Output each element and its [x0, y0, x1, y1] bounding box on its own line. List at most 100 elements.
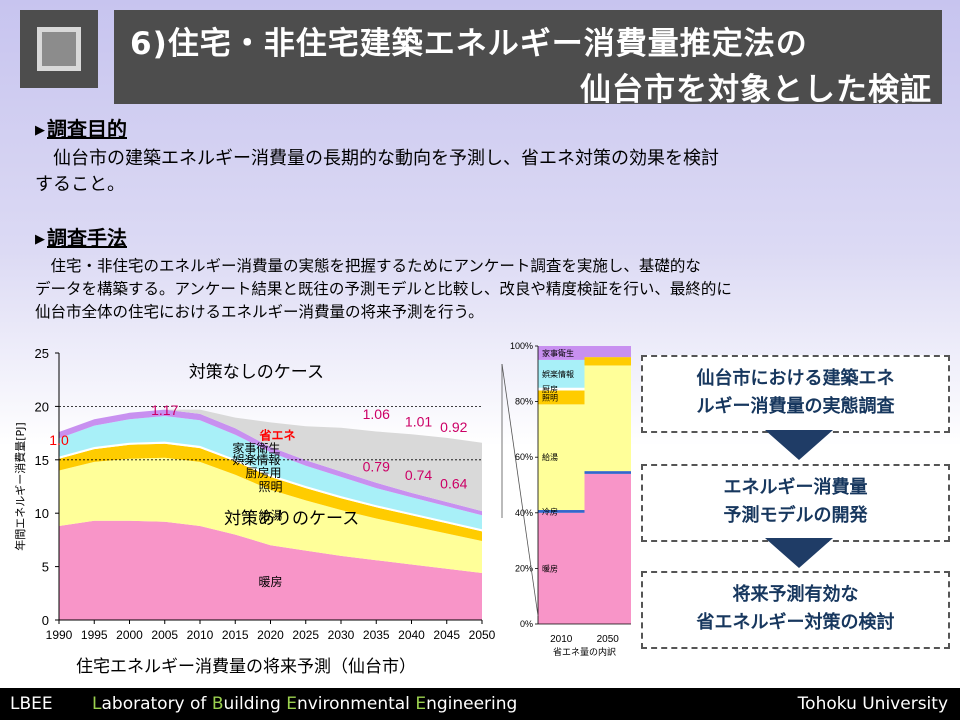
- footer-lab-name: Laboratory of Building Environmental Eng…: [92, 694, 518, 714]
- area-series-5: [59, 409, 482, 516]
- flow-box-model: エネルギー消費量 予測モデルの開発: [641, 464, 950, 542]
- index-label: 1.06: [363, 406, 390, 422]
- side-segment-label: 給湯: [542, 452, 558, 462]
- index-label: 0.64: [440, 476, 467, 492]
- title-bar: 6)住宅・非住宅建築エネルギー消費量推定法の 仙台市を対象とした検証: [114, 10, 942, 108]
- flow-arrow-down-icon: [765, 430, 833, 460]
- flow-box-survey-line-2: ルギー消費量の実態調査: [696, 396, 895, 417]
- x-tick-label: 2025: [292, 628, 319, 642]
- side-segment-label: 冷房: [542, 506, 558, 516]
- method-line-1: 住宅・非住宅のエネルギー消費量の実態を把握するためにアンケート調査を実施し、基礎…: [35, 257, 701, 275]
- title-line-1: 6)住宅・非住宅建築エネルギー消費量推定法の: [130, 26, 808, 62]
- side-connector-line: [501, 363, 539, 617]
- chart-annotation: 省エネ: [259, 428, 296, 443]
- side-bar-2050-6: [584, 346, 631, 358]
- purpose-line-1: 仙台市の建築エネルギー消費量の長期的な動向を予測し、省エネ対策の効果を検討: [35, 148, 719, 169]
- x-tick-label: 2005: [151, 628, 178, 642]
- side-y-tick-label: 100%: [510, 341, 533, 351]
- x-tick-label: 2020: [257, 628, 284, 642]
- side-y-tick-label: 60%: [515, 452, 533, 462]
- x-tick-label: 1995: [81, 628, 108, 642]
- side-segment-label: 家事衛生: [542, 348, 574, 358]
- index-label: 0.92: [440, 419, 467, 435]
- triangle-bullet-icon: ▶: [35, 232, 45, 247]
- flow-box-measures-line-2: 省エネルギー対策の検討: [696, 612, 895, 633]
- index-label: 0.79: [363, 459, 390, 475]
- section-purpose-heading: ▶ 調査目的: [35, 113, 127, 142]
- side-x-tick-label: 2050: [597, 634, 620, 645]
- section-method-heading: ▶ 調査手法: [35, 222, 127, 251]
- side-bar-2050-2: [584, 365, 631, 472]
- flow-box-measures-line-1: 将来予測有効な: [732, 584, 859, 605]
- purpose-line-2: すること。: [35, 174, 125, 195]
- y-axis-label: 年間エネルギー消費量[PJ]: [13, 422, 27, 550]
- x-tick-label: 2035: [363, 628, 390, 642]
- x-tick-label: 2040: [398, 628, 425, 642]
- side-bar-2010-5: [538, 359, 585, 388]
- y-tick-label: 0: [42, 613, 49, 628]
- area-series-2: [59, 443, 482, 541]
- side-y-tick-label: 80%: [515, 397, 533, 407]
- x-tick-label: 2030: [328, 628, 355, 642]
- chart-annotation: 娯楽情報: [232, 453, 280, 467]
- logo-square-icon: [20, 10, 98, 88]
- side-bar-2010-2: [538, 404, 585, 511]
- area-series-1: [59, 457, 482, 573]
- side-bar-2050-3: [584, 357, 631, 366]
- chart-caption: 住宅エネルギー消費量の将来予測（仙台市）: [76, 657, 416, 677]
- method-line-2: データを構築する。アンケート結果と既往の予測モデルと比較し、改良や精度検証を行い…: [35, 280, 732, 298]
- index-label: 1.01: [405, 414, 432, 430]
- area-series-4: [59, 416, 482, 530]
- side-segment-label: 娯楽情報: [542, 369, 574, 379]
- title-line-2: 仙台市を対象とした検証: [580, 72, 932, 108]
- side-x-tick-label: 2010: [550, 634, 573, 645]
- triangle-bullet-icon: ▶: [35, 123, 45, 138]
- side-bar-2050-1: [584, 471, 631, 474]
- area-series-0: [59, 520, 482, 620]
- flow-box-model-line-2: 予測モデルの開発: [723, 505, 868, 526]
- y-tick-label: 15: [35, 453, 49, 468]
- x-tick-label: 2000: [116, 628, 143, 642]
- flow-box-model-line-1: エネルギー消費量: [723, 477, 868, 498]
- side-bar-2010-3: [538, 390, 585, 405]
- y-tick-label: 25: [35, 346, 49, 361]
- side-bar-2010-0: [538, 512, 585, 624]
- chart-annotation: 照明: [258, 480, 282, 494]
- index-label: 0.74: [405, 467, 432, 483]
- flow-box-survey: 仙台市における建築エネ ルギー消費量の実態調査: [641, 355, 950, 433]
- x-tick-label: 1990: [46, 628, 73, 642]
- flow-arrow-down-icon: [765, 538, 833, 568]
- chart-annotation: 暖房: [258, 574, 282, 589]
- side-bar-2010-1: [538, 510, 585, 513]
- x-tick-label: 2045: [433, 628, 460, 642]
- y-tick-label: 10: [35, 506, 49, 521]
- footer-bar: LBEE Laboratory of Building Environmenta…: [0, 688, 960, 720]
- side-segment-label: 厨房: [542, 384, 558, 394]
- chart-annotation: 対策なしのケース: [189, 363, 324, 383]
- side-segment-label: 暖房: [542, 563, 558, 573]
- chart-annotation: 対策ありのケース: [224, 509, 359, 529]
- side-bar-2050-0: [584, 473, 631, 624]
- side-bar-2010-6: [538, 346, 585, 360]
- side-y-tick-label: 40%: [515, 508, 533, 518]
- footer-lbee: LBEE: [10, 694, 53, 714]
- side-y-tick-label: 20%: [515, 563, 533, 573]
- footer-university: Tohoku University: [797, 694, 948, 714]
- side-x-axis-label: 省エネ量の内訳: [553, 646, 616, 658]
- section-purpose-body: 仙台市の建築エネルギー消費量の長期的な動向を予測し、省エネ対策の効果を検討 する…: [35, 146, 719, 198]
- side-y-tick-label: 0%: [520, 619, 533, 629]
- chart-annotation: 厨房用: [245, 465, 281, 480]
- chart-annotation: 給湯: [258, 509, 282, 523]
- index-label: 1.17: [151, 402, 178, 418]
- section-purpose-heading-text: 調査目的: [47, 117, 127, 141]
- y-tick-label: 5: [42, 560, 49, 575]
- section-method-heading-text: 調査手法: [47, 226, 127, 250]
- method-line-3: 仙台市全体の住宅におけるエネルギー消費量の将来予測を行う。: [35, 303, 484, 321]
- x-tick-label: 2050: [469, 628, 496, 642]
- x-tick-label: 2010: [187, 628, 214, 642]
- section-method-body: 住宅・非住宅のエネルギー消費量の実態を把握するためにアンケート調査を実施し、基礎…: [35, 255, 732, 324]
- side-bar-2010-4: [538, 387, 585, 391]
- y-tick-label: 20: [35, 399, 49, 414]
